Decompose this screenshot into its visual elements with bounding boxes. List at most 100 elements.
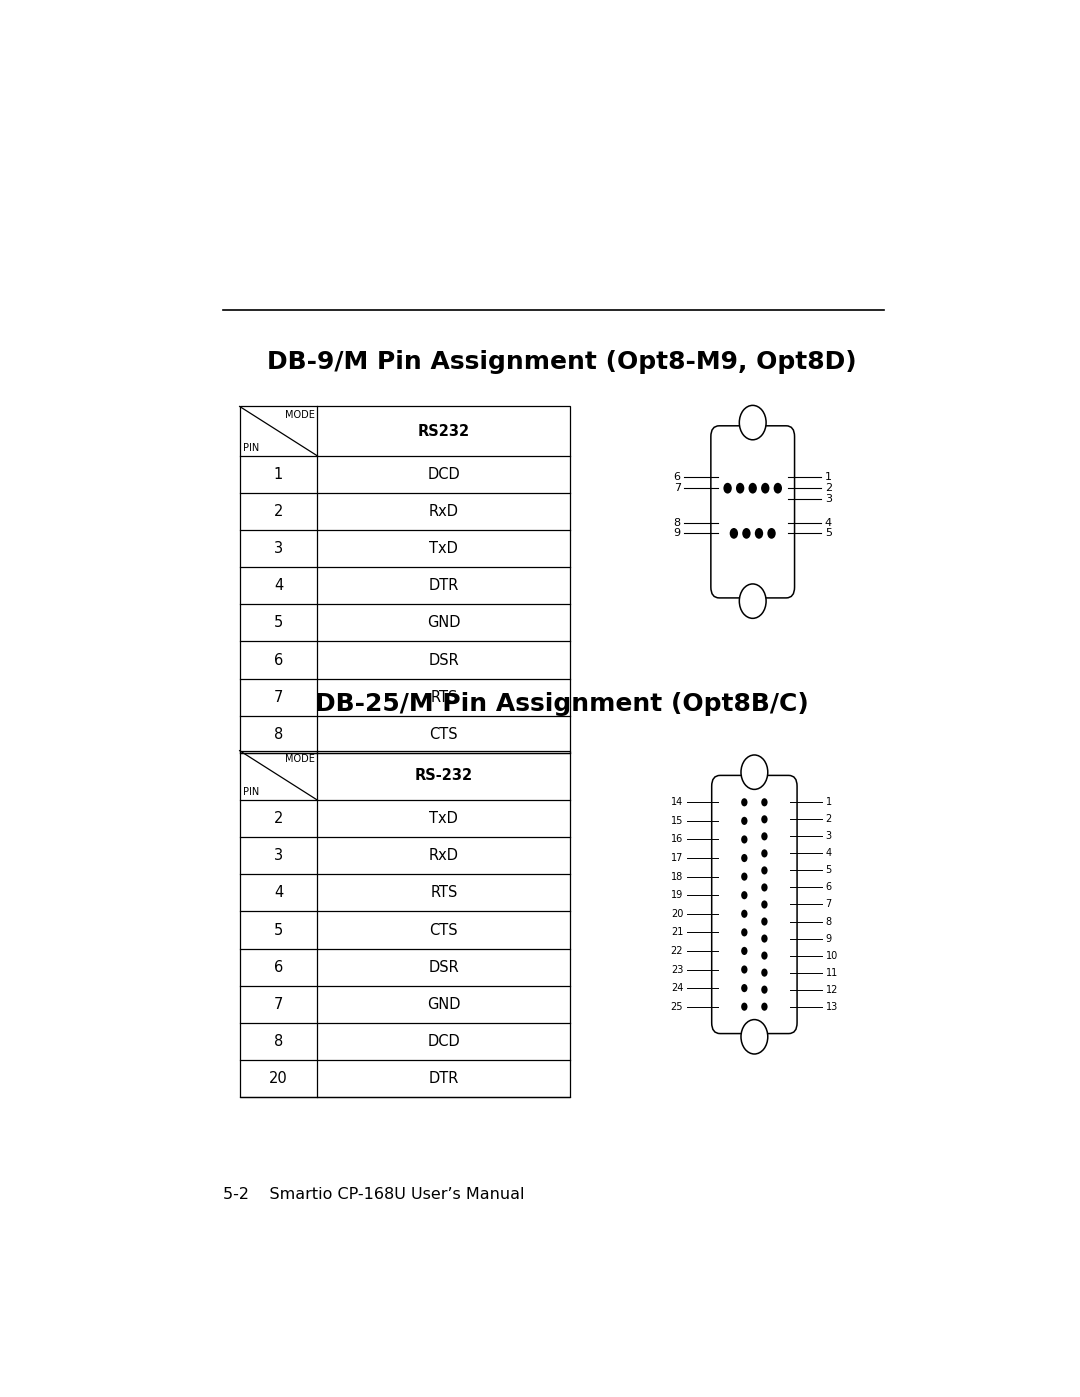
Text: 2: 2 bbox=[274, 504, 283, 520]
Text: 2: 2 bbox=[825, 483, 832, 493]
Bar bbox=[240, 750, 570, 1097]
Circle shape bbox=[761, 1003, 768, 1011]
Text: 7: 7 bbox=[825, 900, 832, 909]
Text: 8: 8 bbox=[825, 916, 832, 926]
Text: TxD: TxD bbox=[430, 812, 458, 826]
Text: TxD: TxD bbox=[430, 541, 458, 556]
Text: 11: 11 bbox=[825, 968, 838, 978]
Text: 24: 24 bbox=[671, 983, 684, 993]
Text: 5: 5 bbox=[274, 922, 283, 937]
Text: RTS: RTS bbox=[430, 886, 458, 901]
Text: 3: 3 bbox=[274, 541, 283, 556]
Circle shape bbox=[741, 754, 768, 789]
Text: 4: 4 bbox=[274, 578, 283, 594]
Circle shape bbox=[741, 947, 747, 956]
Text: 16: 16 bbox=[671, 834, 684, 844]
Text: DSR: DSR bbox=[429, 960, 459, 975]
Circle shape bbox=[741, 873, 747, 880]
Circle shape bbox=[741, 983, 747, 992]
Text: 6: 6 bbox=[674, 472, 680, 482]
Text: MODE: MODE bbox=[285, 754, 315, 764]
Text: 3: 3 bbox=[274, 848, 283, 863]
Text: 7: 7 bbox=[674, 483, 680, 493]
Text: 19: 19 bbox=[671, 890, 684, 900]
Circle shape bbox=[761, 866, 768, 875]
Circle shape bbox=[755, 528, 764, 539]
Circle shape bbox=[741, 1003, 747, 1011]
Text: 5: 5 bbox=[274, 616, 283, 630]
Text: 5: 5 bbox=[825, 865, 832, 876]
Text: 21: 21 bbox=[671, 928, 684, 937]
Text: 14: 14 bbox=[671, 798, 684, 807]
Circle shape bbox=[761, 951, 768, 960]
Circle shape bbox=[741, 928, 747, 936]
FancyBboxPatch shape bbox=[712, 775, 797, 1034]
Text: 8: 8 bbox=[674, 518, 680, 528]
Text: 10: 10 bbox=[825, 950, 838, 961]
Text: RxD: RxD bbox=[429, 848, 459, 863]
FancyBboxPatch shape bbox=[711, 426, 795, 598]
Text: 2: 2 bbox=[274, 812, 283, 826]
Circle shape bbox=[730, 528, 738, 539]
Text: 17: 17 bbox=[671, 854, 684, 863]
Text: DB-25/M Pin Assignment (Opt8B/C): DB-25/M Pin Assignment (Opt8B/C) bbox=[315, 693, 809, 717]
Circle shape bbox=[761, 968, 768, 977]
Text: 23: 23 bbox=[671, 964, 684, 975]
Text: DCD: DCD bbox=[428, 467, 460, 482]
Circle shape bbox=[741, 891, 747, 900]
Text: 1: 1 bbox=[274, 467, 283, 482]
Circle shape bbox=[740, 405, 766, 440]
Circle shape bbox=[761, 483, 769, 493]
Text: 15: 15 bbox=[671, 816, 684, 826]
Text: 1: 1 bbox=[825, 472, 832, 482]
Text: DTR: DTR bbox=[429, 1071, 459, 1085]
Circle shape bbox=[741, 1020, 768, 1053]
Text: CTS: CTS bbox=[430, 726, 458, 742]
Text: 6: 6 bbox=[274, 960, 283, 975]
Text: 18: 18 bbox=[671, 872, 684, 882]
Text: 6: 6 bbox=[274, 652, 283, 668]
Circle shape bbox=[748, 483, 757, 493]
Text: RS-232: RS-232 bbox=[415, 768, 473, 782]
Text: 1: 1 bbox=[825, 798, 832, 807]
Text: DTR: DTR bbox=[429, 578, 459, 594]
Text: 4: 4 bbox=[274, 886, 283, 901]
Text: 13: 13 bbox=[825, 1002, 838, 1011]
Text: 5: 5 bbox=[825, 528, 832, 538]
Circle shape bbox=[742, 528, 751, 539]
Text: 5-2    Smartio CP-168U User’s Manual: 5-2 Smartio CP-168U User’s Manual bbox=[222, 1187, 525, 1203]
Circle shape bbox=[761, 798, 768, 806]
Text: PIN: PIN bbox=[243, 787, 259, 796]
Circle shape bbox=[761, 883, 768, 891]
Text: 4: 4 bbox=[825, 848, 832, 858]
Text: RxD: RxD bbox=[429, 504, 459, 520]
Text: 20: 20 bbox=[269, 1071, 288, 1085]
Circle shape bbox=[761, 935, 768, 943]
Bar bbox=[240, 407, 570, 753]
Text: PIN: PIN bbox=[243, 443, 259, 453]
Circle shape bbox=[741, 965, 747, 974]
Text: 6: 6 bbox=[825, 883, 832, 893]
Text: GND: GND bbox=[427, 616, 460, 630]
Text: 2: 2 bbox=[825, 814, 832, 824]
Circle shape bbox=[761, 901, 768, 908]
Circle shape bbox=[741, 854, 747, 862]
Circle shape bbox=[735, 483, 744, 493]
Bar bbox=[240, 407, 570, 753]
Circle shape bbox=[724, 483, 732, 493]
Bar bbox=[240, 750, 570, 1097]
Text: DSR: DSR bbox=[429, 652, 459, 668]
Text: 20: 20 bbox=[671, 909, 684, 919]
Text: 3: 3 bbox=[825, 495, 832, 504]
Circle shape bbox=[768, 528, 775, 539]
Text: 3: 3 bbox=[825, 831, 832, 841]
Text: DCD: DCD bbox=[428, 1034, 460, 1049]
Circle shape bbox=[741, 817, 747, 826]
Text: CTS: CTS bbox=[430, 922, 458, 937]
Text: 12: 12 bbox=[825, 985, 838, 995]
Text: 9: 9 bbox=[825, 933, 832, 943]
Text: 22: 22 bbox=[671, 946, 684, 956]
Text: 9: 9 bbox=[674, 528, 680, 538]
Text: 8: 8 bbox=[274, 1034, 283, 1049]
Text: 7: 7 bbox=[274, 996, 283, 1011]
